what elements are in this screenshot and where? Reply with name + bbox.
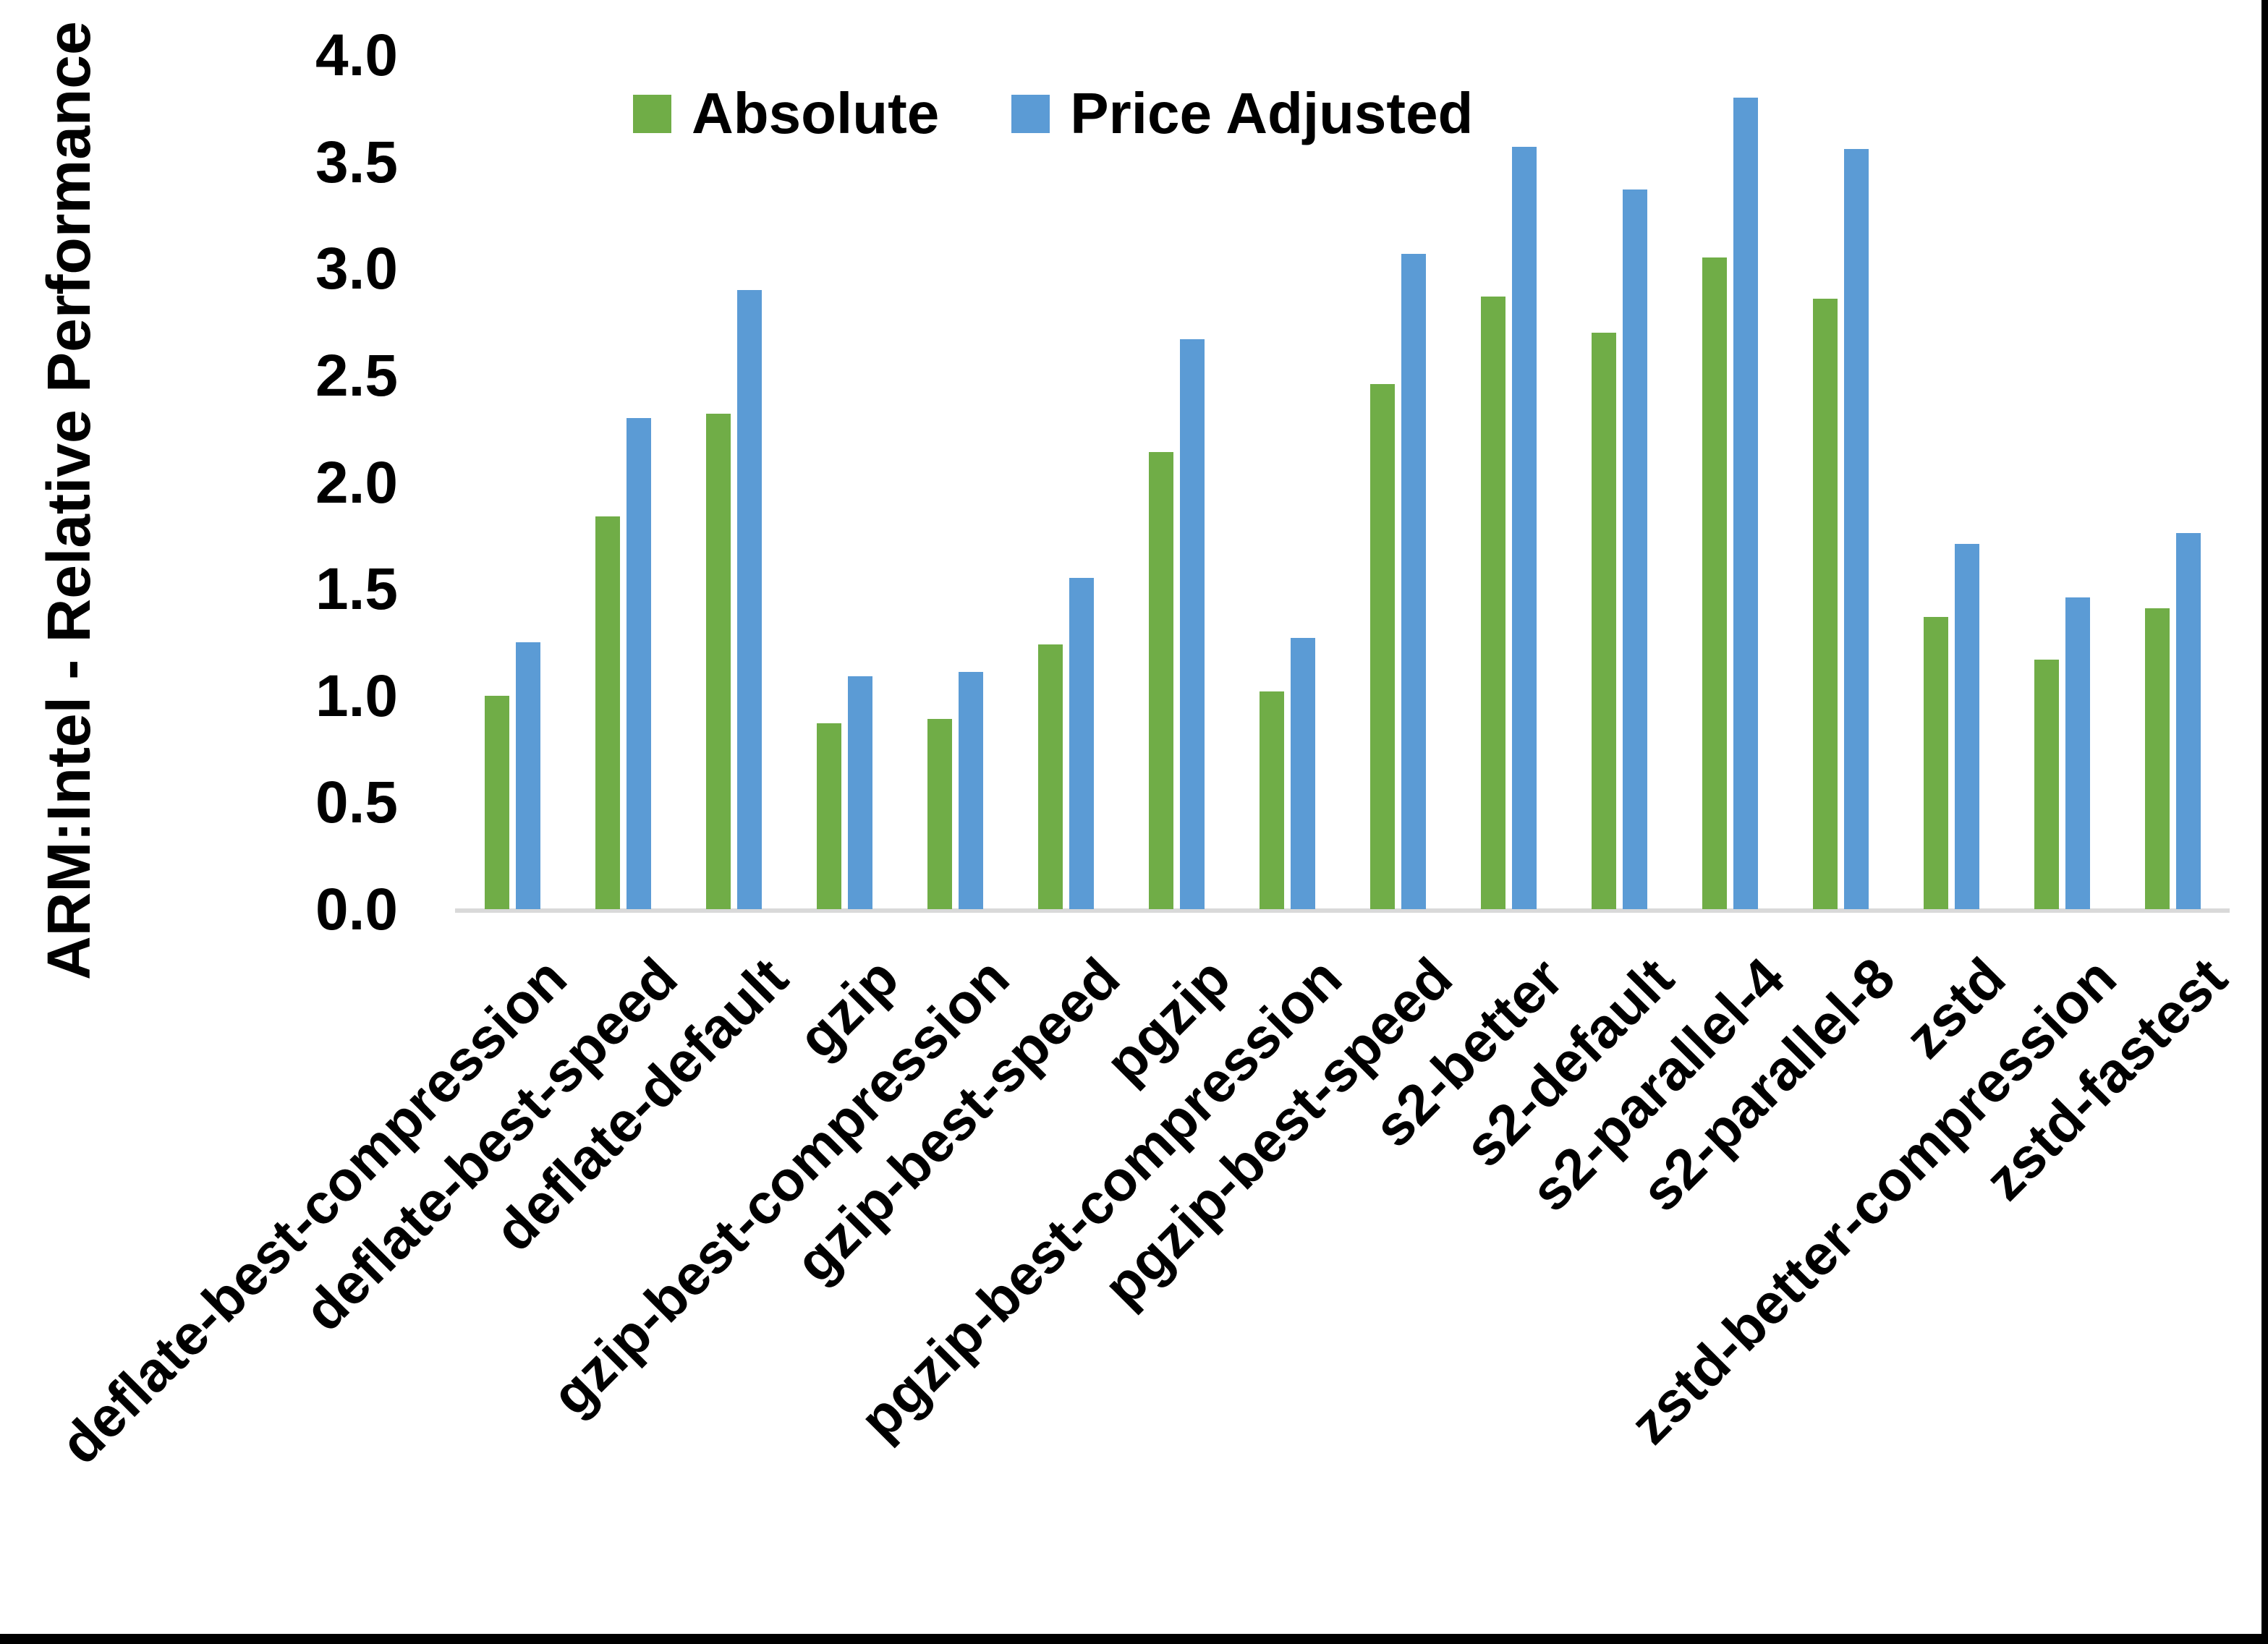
bar-s2-parallel-4-price-adjusted [1733, 98, 1758, 909]
legend-item-price-adjusted: Price Adjusted [1011, 81, 1473, 146]
bar-zstd-better-compression-absolute [2034, 659, 2059, 909]
y-tick-label-0.0: 0.0 [315, 877, 398, 942]
bar-pgzip-price-adjusted [1179, 338, 1205, 909]
y-tick-label-1.5: 1.5 [315, 556, 398, 623]
bar-gzip-best-compression-price-adjusted [958, 672, 983, 909]
bar-s2-better-absolute [1480, 296, 1505, 909]
legend-swatch-icon [1011, 94, 1050, 133]
y-tick-label-3.0: 3.0 [315, 236, 398, 302]
bar-zstd-fastest-price-adjusted [2175, 533, 2201, 909]
x-axis-line [455, 908, 2230, 913]
bar-s2-parallel-8-price-adjusted [1843, 148, 1869, 909]
bar-deflate-default-price-adjusted [736, 289, 762, 909]
y-tick-label-4.0: 4.0 [315, 22, 398, 88]
chart-legend: Absolute Price Adjusted [633, 81, 1473, 146]
bar-zstd-better-compression-price-adjusted [2065, 597, 2090, 909]
bar-zstd-price-adjusted [1954, 544, 1979, 909]
bar-gzip-best-speed-absolute [1037, 644, 1063, 909]
bar-s2-default-price-adjusted [1622, 189, 1647, 909]
bar-pgzip-best-compression-price-adjusted [1290, 638, 1315, 909]
bar-deflate-best-speed-price-adjusted [626, 417, 651, 909]
bar-gzip-best-compression-absolute [927, 719, 952, 909]
bar-zstd-fastest-absolute [2144, 608, 2170, 909]
y-tick-label-2.0: 2.0 [315, 449, 398, 516]
legend-item-absolute: Absolute [633, 81, 939, 146]
bar-pgzip-best-speed-price-adjusted [1401, 253, 1426, 909]
bar-zstd-absolute [1923, 616, 1948, 909]
legend-label: Absolute [692, 81, 940, 145]
y-tick-label-2.5: 2.5 [315, 342, 398, 409]
bar-gzip-best-speed-price-adjusted [1069, 578, 1094, 909]
legend-swatch-icon [633, 94, 671, 133]
bar-deflate-best-compression-price-adjusted [515, 642, 540, 909]
bar-pgzip-best-speed-absolute [1369, 383, 1395, 909]
bar-gzip-price-adjusted [847, 676, 872, 909]
bar-deflate-default-absolute [705, 414, 731, 909]
y-axis-title: ARM:Intel - Relative Performance [35, 21, 103, 980]
bar-s2-parallel-4-absolute [1702, 257, 1727, 909]
y-tick-label-3.5: 3.5 [315, 129, 398, 195]
y-tick-label-1.0: 1.0 [315, 663, 398, 729]
frame-bottom-border [0, 1634, 2268, 1644]
frame-right-border [2261, 0, 2268, 1644]
bar-deflate-best-speed-absolute [595, 516, 620, 909]
bar-s2-default-absolute [1591, 332, 1616, 909]
legend-label: Price Adjusted [1070, 81, 1474, 145]
y-tick-label-0.5: 0.5 [315, 770, 398, 836]
bar-s2-better-price-adjusted [1511, 146, 1537, 909]
bar-deflate-best-compression-absolute [484, 695, 509, 909]
bar-pgzip-best-compression-absolute [1259, 691, 1284, 909]
bar-pgzip-absolute [1148, 452, 1173, 909]
bar-gzip-absolute [816, 723, 841, 909]
bar-s2-parallel-8-absolute [1812, 298, 1838, 909]
